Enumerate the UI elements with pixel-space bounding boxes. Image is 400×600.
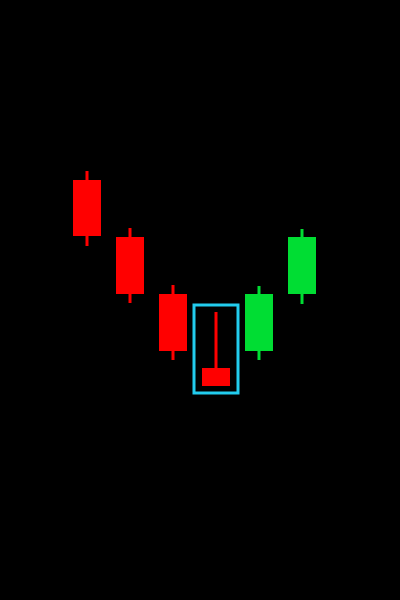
candles-layer [73,171,316,395]
candle-2 [116,228,144,303]
candle-body [245,294,273,351]
candle-body [202,368,230,386]
candle-4 [192,303,240,395]
highlight-box [192,303,240,395]
candle-1 [73,171,101,246]
candle-5 [245,286,273,360]
candle-6 [288,229,316,304]
candle-3 [159,285,187,360]
candle-body [73,180,101,236]
candle-body [116,237,144,294]
candle-body [159,294,187,351]
candle-body [288,237,316,294]
